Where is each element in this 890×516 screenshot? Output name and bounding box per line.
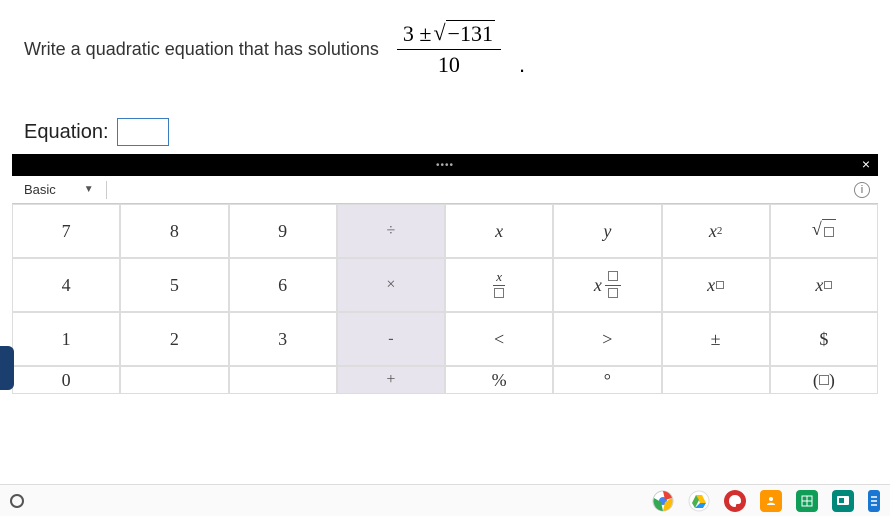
classroom-icon[interactable] [760,490,782,512]
key-2[interactable]: 2 [120,312,228,366]
palette-icon[interactable] [724,490,746,512]
denominator: 10 [438,50,460,78]
key-plus-minus[interactable]: ± [662,312,770,366]
key-0[interactable]: 0 [12,366,120,394]
key-subscript[interactable]: x [770,258,878,312]
chrome-icon[interactable] [652,490,674,512]
mode-label: Basic [24,182,56,197]
solution-fraction: 3 ± √ −131 10 [397,20,501,78]
key-x[interactable]: x [445,204,553,258]
key-divide[interactable]: ÷ [337,204,445,258]
sheets-icon[interactable] [796,490,818,512]
divider [106,181,107,199]
key-greater-than[interactable]: > [553,312,661,366]
equation-input[interactable] [117,118,169,146]
side-tab[interactable] [0,346,14,390]
answer-label: Equation: [24,121,109,144]
key-blank-1[interactable] [120,366,228,394]
keypad-header[interactable]: •••• × [12,154,878,176]
key-fraction[interactable]: x [445,258,553,312]
key-minus[interactable]: - [337,312,445,366]
key-plus[interactable]: + [337,366,445,394]
key-percent[interactable]: % [445,366,553,394]
key-exponent[interactable]: x [662,258,770,312]
taskbar [0,484,890,516]
key-sqrt[interactable]: √ [770,204,878,258]
key-degree[interactable]: ° [553,366,661,394]
key-dollar[interactable]: $ [770,312,878,366]
problem-prompt: Write a quadratic equation that has solu… [24,39,379,60]
launcher-icon[interactable] [10,494,24,508]
menu-icon[interactable] [868,490,880,512]
key-parens[interactable]: () [770,366,878,394]
close-icon[interactable]: × [862,156,870,172]
key-6[interactable]: 6 [229,258,337,312]
mode-dropdown[interactable]: Basic ▼ [20,180,98,199]
key-9[interactable]: 9 [229,204,337,258]
key-y[interactable]: y [553,204,661,258]
present-icon[interactable] [832,490,854,512]
period: . [519,52,525,78]
key-blank-3[interactable] [662,366,770,394]
key-x-squared[interactable]: x2 [662,204,770,258]
sqrt-icon: √ [433,20,445,46]
key-4[interactable]: 4 [12,258,120,312]
key-multiply[interactable]: × [337,258,445,312]
chevron-down-icon: ▼ [84,184,94,195]
key-8[interactable]: 8 [120,204,228,258]
key-5[interactable]: 5 [120,258,228,312]
drag-handle-icon[interactable]: •••• [436,160,454,171]
key-1[interactable]: 1 [12,312,120,366]
key-grid: 7 8 9 ÷ x y x2 √ 4 5 6 × x x x x 1 2 3 -… [12,204,878,394]
numerator-left: 3 ± [403,21,432,47]
key-blank-2[interactable] [229,366,337,394]
key-3[interactable]: 3 [229,312,337,366]
key-less-than[interactable]: < [445,312,553,366]
radicand: −131 [446,20,495,47]
drive-icon[interactable] [688,490,710,512]
key-mixed-fraction[interactable]: x [553,258,661,312]
info-icon[interactable]: i [854,182,870,198]
key-7[interactable]: 7 [12,204,120,258]
math-keypad: •••• × Basic ▼ i 7 8 9 ÷ x y x2 √ 4 5 6 … [12,154,878,394]
